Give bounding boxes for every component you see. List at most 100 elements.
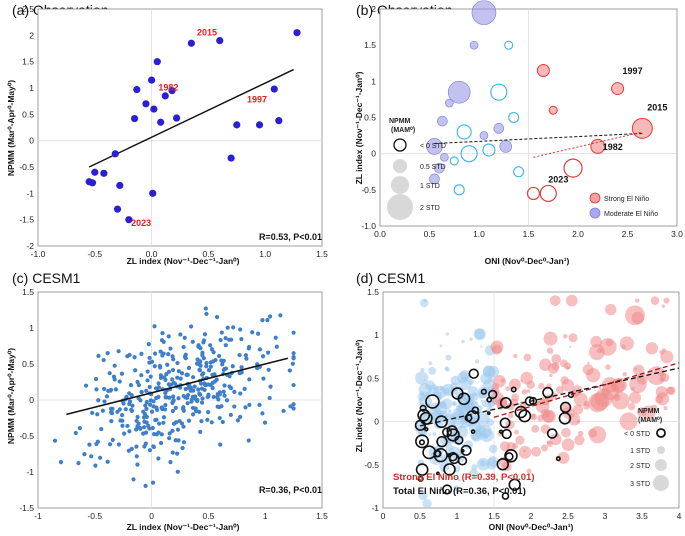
panel-c-point [108, 388, 113, 393]
panel-c-point [288, 404, 293, 409]
panel-b-moderate-point [429, 173, 440, 185]
panel-c-ytick: 0.5 [22, 359, 34, 369]
panel-d-legend-title: NPMM [638, 408, 660, 415]
panel-b-xtick: 2.5 [622, 229, 634, 239]
panel-b-legend-moderate-symbol [589, 207, 601, 219]
panel-c-point [143, 403, 148, 408]
panel-c-point [168, 382, 174, 387]
panel-c-xtick: -0.5 [87, 511, 102, 521]
panel-d-moderate-point [444, 387, 451, 395]
panel-c-point [192, 384, 197, 389]
panel-c-point [183, 395, 188, 400]
panel-d-strong-point [542, 409, 556, 423]
panel-c-point [170, 400, 175, 406]
panel-c-point [171, 394, 176, 399]
panel-c-xtick: 1.5 [316, 511, 328, 521]
panel-a-ytick: -1.5 [19, 215, 34, 225]
panel-c-point [175, 375, 180, 380]
panel-d-strong-point [605, 339, 613, 347]
panel-d-xtick: 1.5 [488, 511, 500, 521]
panel-b-moderate-negative [482, 143, 496, 157]
panel-c-point [173, 405, 178, 410]
panel-c-point [194, 361, 200, 366]
panel-b-moderate-point [426, 138, 443, 155]
panel-d-stat-total: Total El Niño (R=0.36, P<0.01) [393, 486, 526, 497]
panel-d-moderate-point [428, 433, 431, 437]
panel-c-point [105, 351, 110, 356]
panel-c-point [222, 383, 227, 388]
panel-d-strong-point [551, 354, 562, 364]
panel-c-point [139, 351, 144, 356]
panel-b-year-label: 1997 [623, 66, 643, 76]
panel-c-point [157, 421, 162, 426]
panel-a-point [116, 181, 124, 190]
panel-a-ytick: 0.5 [22, 109, 34, 119]
panel-c-point [123, 407, 128, 412]
panel-a-point [149, 189, 157, 197]
panel-d-xtick: 0 [381, 511, 386, 521]
panel-b-ytick: 0.5 [364, 113, 376, 123]
panel-c-point [142, 425, 147, 430]
panel-c-point [209, 420, 214, 425]
panel-c-point [116, 349, 121, 354]
panel-c-point [58, 460, 64, 465]
panel-c-point [201, 371, 206, 376]
panel-a-ytick: 2.5 [22, 4, 34, 14]
panel-c-point [134, 427, 139, 432]
panel-c-point [163, 390, 168, 396]
panel-d-xtick: 1 [455, 511, 460, 521]
panel-c-point [107, 371, 112, 376]
panel-d-legend-size-symbol [656, 428, 666, 438]
panel-c-point [242, 386, 247, 391]
panel-c-point [122, 431, 127, 436]
panel-c-point [267, 314, 273, 319]
panel-d-legend-size-label: 2 STD [630, 463, 650, 470]
panel-c-point [228, 412, 233, 417]
panel-c-point [204, 311, 209, 316]
panel-a-point [133, 85, 141, 94]
panel-d-strong-point [538, 382, 545, 390]
panel-c-ytick: 1.5 [22, 287, 34, 297]
panel-a-point [168, 87, 176, 95]
panel-d-strong-point [585, 367, 601, 383]
panel-c-point [243, 353, 249, 358]
panel-b-moderate-negative [449, 156, 459, 166]
panel-b-ytick: -0.5 [361, 185, 376, 195]
panel-d-ytick: -0.5 [364, 460, 379, 470]
panel-c-point [211, 350, 216, 355]
panel-d-strong-point [663, 406, 668, 411]
panel-c-point [197, 409, 202, 414]
panel-c-point [153, 351, 158, 356]
panel-c-point [167, 395, 172, 400]
panel-d-strong-point [619, 336, 634, 351]
panel-d-moderate-point [457, 414, 472, 428]
panel-b-year-label: 1982 [603, 142, 623, 152]
panel-c-ytick: -0.5 [19, 431, 34, 441]
panel-b-legend-subtitle: (MAM⁰) [391, 126, 415, 134]
panel-b-moderate-point [499, 140, 513, 153]
panel-c-point [175, 427, 181, 432]
panel-d-ytick: -1 [371, 503, 379, 513]
panel-d-negative-point [415, 434, 430, 449]
panel-c-point [176, 369, 181, 374]
panel-c-point [145, 369, 150, 374]
panel-c-point [82, 452, 87, 457]
panel-c-point [195, 398, 200, 404]
panel-d-xtick: 4 [677, 511, 682, 521]
panel-d-negative-point [546, 428, 558, 439]
panel-d-strong-point [650, 404, 658, 412]
panel-c-point [108, 406, 114, 411]
panel-d-strong-fit [493, 362, 680, 418]
panel-c-point [291, 351, 296, 356]
panel-c-point [150, 425, 155, 431]
panel-c-point [159, 432, 164, 437]
panel-c-point [274, 344, 279, 349]
panel-b-moderate-point [471, 0, 497, 25]
panel-c-point [204, 364, 209, 369]
panel-d-negative-point [504, 452, 514, 461]
panel-c-point [182, 335, 187, 340]
panel-d-strong-point [523, 353, 532, 362]
panel-b-strong-point [590, 138, 606, 154]
panel-b-strong-point [536, 63, 550, 77]
panel-d-strong-point [660, 350, 674, 364]
